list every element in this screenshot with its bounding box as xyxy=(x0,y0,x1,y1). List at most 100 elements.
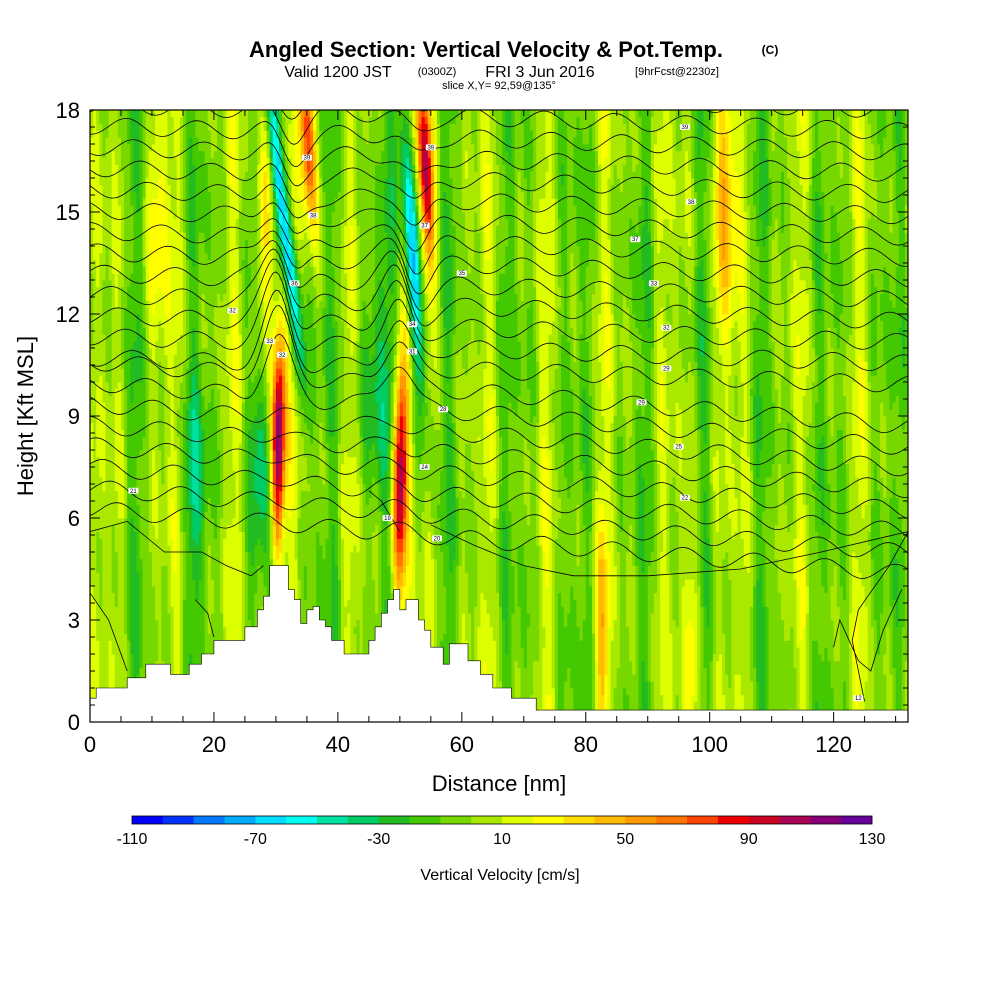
velocity-cell xyxy=(712,110,717,165)
velocity-cell xyxy=(440,470,444,553)
velocity-cell xyxy=(381,341,385,403)
velocity-cell xyxy=(390,110,395,179)
velocity-cell xyxy=(722,137,726,179)
velocity-cell xyxy=(303,184,308,199)
velocity-cell xyxy=(257,538,261,566)
velocity-cell xyxy=(567,613,571,668)
velocity-cell xyxy=(861,361,866,458)
velocity-cell xyxy=(495,592,500,722)
velocity-cell xyxy=(179,110,184,118)
velocity-cell xyxy=(120,429,125,519)
velocity-cell xyxy=(477,354,481,437)
velocity-cell xyxy=(433,368,438,430)
subtitle-date: FRI 3 Jun 2016 xyxy=(485,64,595,81)
velocity-cell xyxy=(241,110,246,179)
velocity-cell xyxy=(576,116,580,247)
velocity-cell xyxy=(418,232,422,247)
velocity-cell xyxy=(319,477,323,546)
isentrope-labels: 3939393838373736353332343233323129282925… xyxy=(128,124,864,702)
velocity-cell xyxy=(718,354,723,655)
velocity-cell xyxy=(712,654,717,722)
isentrope-label: 39 xyxy=(425,144,436,151)
velocity-cell xyxy=(368,116,373,322)
velocity-cell xyxy=(666,293,670,322)
velocity-cell xyxy=(777,422,782,464)
velocity-cell xyxy=(734,531,738,675)
velocity-cell xyxy=(514,660,518,722)
velocity-cell xyxy=(210,518,215,580)
velocity-cell xyxy=(306,116,311,172)
colorbar-swatch xyxy=(779,816,811,824)
velocity-cell xyxy=(158,178,162,288)
velocity-cell xyxy=(870,375,875,505)
colorbar-swatch xyxy=(255,816,287,824)
velocity-cell xyxy=(533,110,537,192)
velocity-cell xyxy=(477,232,481,356)
velocity-cell xyxy=(415,334,419,356)
velocity-cell xyxy=(877,654,881,722)
velocity-cell xyxy=(718,150,723,267)
velocity-cell xyxy=(291,409,295,505)
velocity-cell xyxy=(722,341,726,383)
velocity-cell xyxy=(542,436,546,553)
velocity-cell xyxy=(731,538,735,722)
velocity-cell xyxy=(182,402,187,532)
velocity-cell xyxy=(167,545,171,614)
velocity-cell xyxy=(892,599,897,668)
velocity-cell xyxy=(220,110,224,301)
velocity-cell xyxy=(796,334,800,376)
velocity-cell xyxy=(263,511,268,553)
velocity-cell xyxy=(263,341,268,369)
velocity-cell xyxy=(279,246,283,260)
y-tick-label: 6 xyxy=(68,506,80,531)
isentrope-label: 36 xyxy=(289,280,300,287)
velocity-cell xyxy=(802,395,807,505)
velocity-field xyxy=(90,110,908,722)
velocity-cell xyxy=(610,422,615,505)
velocity-cell xyxy=(610,314,615,424)
velocity-cell xyxy=(802,280,807,396)
velocity-cell xyxy=(681,259,686,369)
velocity-cell xyxy=(796,586,800,648)
velocity-cell xyxy=(248,286,252,376)
velocity-cell xyxy=(362,484,367,539)
velocity-cell xyxy=(269,334,274,396)
velocity-cell xyxy=(607,178,611,240)
velocity-cell xyxy=(471,266,475,322)
velocity-cell xyxy=(275,300,280,315)
y-tick-label: 18 xyxy=(56,98,80,123)
velocity-cell xyxy=(282,191,286,199)
velocity-cell xyxy=(499,110,503,274)
velocity-cell xyxy=(681,368,686,587)
velocity-cell xyxy=(688,246,692,315)
velocity-cell xyxy=(275,416,280,464)
velocity-cell xyxy=(709,484,714,546)
velocity-cell xyxy=(802,565,807,628)
velocity-cell xyxy=(161,171,165,294)
velocity-cell xyxy=(892,402,897,478)
velocity-cell xyxy=(480,110,484,226)
velocity-cell xyxy=(272,191,277,199)
velocity-cell xyxy=(424,239,429,254)
velocity-cell xyxy=(353,545,357,628)
velocity-cell xyxy=(297,348,302,369)
svg-text:39: 39 xyxy=(304,156,311,162)
velocity-cell xyxy=(582,110,587,145)
velocity-cell xyxy=(220,518,224,614)
velocity-cell xyxy=(722,633,726,696)
velocity-cell xyxy=(570,388,574,485)
velocity-cell xyxy=(901,538,906,628)
velocity-cell xyxy=(387,497,391,566)
velocity-cell xyxy=(492,110,497,118)
velocity-cell xyxy=(660,110,664,131)
velocity-cell xyxy=(353,626,357,634)
velocity-cell xyxy=(852,218,856,383)
velocity-cell xyxy=(793,259,797,417)
velocity-cell xyxy=(279,348,283,356)
velocity-cell xyxy=(768,178,773,226)
isentrope-label: 33 xyxy=(648,280,659,287)
velocity-cell xyxy=(303,110,308,118)
velocity-cell xyxy=(217,388,221,451)
velocity-cell xyxy=(604,273,608,383)
velocity-cell xyxy=(613,565,618,621)
